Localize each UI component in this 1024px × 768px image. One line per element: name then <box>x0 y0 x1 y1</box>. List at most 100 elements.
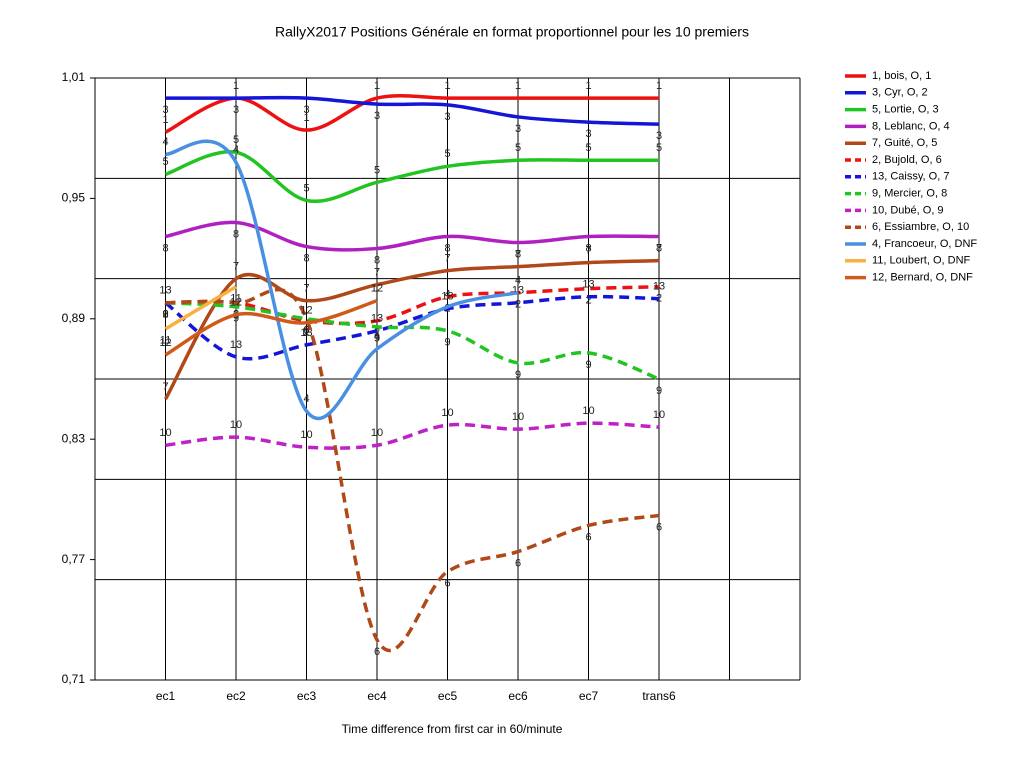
legend-label: 7, Guité, O, 5 <box>872 137 937 149</box>
point-label: 3 <box>233 104 239 116</box>
point-label: 7 <box>585 245 591 257</box>
point-label: 5 <box>656 142 662 154</box>
legend-label: 11, Loubert, O, DNF <box>872 255 971 267</box>
point-label: 12 <box>300 305 312 317</box>
y-tick-label: 0,95 <box>62 191 86 205</box>
point-label: 9 <box>233 313 239 325</box>
point-label: 3 <box>515 123 521 135</box>
point-label: 6 <box>515 557 521 569</box>
point-label: 10 <box>653 409 665 421</box>
point-label: 13 <box>441 291 453 303</box>
legend-label: 13, Caissy, O, 7 <box>872 171 949 183</box>
legend-label: 3, Cyr, O, 2 <box>872 87 928 99</box>
point-label: 1 <box>374 80 380 92</box>
x-tick-label: ec7 <box>579 689 599 703</box>
point-label: 1 <box>444 80 450 92</box>
series-line <box>164 299 378 357</box>
point-label: 1 <box>162 114 168 126</box>
point-label: 8 <box>374 254 380 266</box>
y-tick-label: 0,89 <box>62 311 86 325</box>
point-label: 11 <box>230 293 241 305</box>
point-label: 6 <box>444 578 450 590</box>
point-label: 10 <box>300 429 312 441</box>
series-line <box>165 220 660 252</box>
y-tick-label: 1,01 <box>62 70 86 84</box>
point-label: 4 <box>374 331 380 343</box>
point-label: 1 <box>515 80 521 92</box>
x-tick-label: trans6 <box>642 689 676 703</box>
series-line <box>164 285 237 331</box>
point-label: 4 <box>162 136 168 148</box>
legend-label: 4, Francoeur, O, DNF <box>872 238 977 250</box>
point-label: 9 <box>303 325 309 337</box>
legend-label: 2, Bujold, O, 6 <box>872 154 942 166</box>
point-label: 9 <box>585 359 591 371</box>
x-tick-label: ec4 <box>367 689 387 703</box>
point-label: 3 <box>374 110 380 122</box>
point-label: 1 <box>656 80 662 92</box>
point-label: 7 <box>656 243 662 255</box>
series-line <box>164 294 660 361</box>
point-label: 9 <box>656 385 662 397</box>
point-label: 6 <box>303 325 309 337</box>
point-label: 7 <box>233 261 239 273</box>
point-label: 8 <box>585 242 591 254</box>
point-label: 5 <box>515 142 521 154</box>
x-tick-label: ec3 <box>297 689 317 703</box>
point-label: 11 <box>160 335 171 347</box>
x-tick-label: ec2 <box>226 689 246 703</box>
point-label: 3 <box>585 128 591 140</box>
point-label: 3 <box>162 104 168 116</box>
point-label: 7 <box>303 283 309 295</box>
point-label: 12 <box>371 283 383 295</box>
point-label: 8 <box>303 252 309 264</box>
point-label: 12 <box>230 297 242 309</box>
point-label: 4 <box>233 144 239 156</box>
point-label: 1 <box>233 80 239 92</box>
point-label: 10 <box>230 419 242 431</box>
point-label: 9 <box>444 337 450 349</box>
legend-label: 8, Leblanc, O, 4 <box>872 120 950 132</box>
point-label: 13 <box>371 313 383 325</box>
point-label: 13 <box>653 281 665 293</box>
legend-label: 5, Lortie, O, 3 <box>872 104 939 116</box>
point-label: 6 <box>162 309 168 321</box>
point-label: 5 <box>303 182 309 194</box>
x-tick-label: ec5 <box>438 689 458 703</box>
point-label: 7 <box>444 253 450 265</box>
point-label: 5 <box>585 142 591 154</box>
point-label: 12 <box>159 337 171 349</box>
point-label: 3 <box>444 111 450 123</box>
point-label: 10 <box>582 405 594 417</box>
point-label: 13 <box>230 339 242 351</box>
point-label: 3 <box>656 130 662 142</box>
point-label: 10 <box>159 427 171 439</box>
series-line <box>165 95 660 126</box>
point-label: 2 <box>515 299 521 311</box>
series-line <box>165 287 660 652</box>
point-label: 6 <box>656 521 662 533</box>
point-label: 1 <box>585 80 591 92</box>
point-label: 8 <box>444 242 450 254</box>
point-label: 1 <box>303 112 309 124</box>
legend-label: 1, bois, O, 1 <box>872 70 931 82</box>
point-label: 7 <box>374 267 380 279</box>
point-label: 9 <box>515 369 521 381</box>
legend-label: 12, Bernard, O, DNF <box>872 272 973 284</box>
point-label: 8 <box>656 242 662 254</box>
series-line <box>165 284 660 326</box>
point-label: 6 <box>374 646 380 658</box>
point-label: 8 <box>162 242 168 254</box>
point-label: 13 <box>159 285 171 297</box>
series-line <box>163 258 660 400</box>
series-line <box>165 421 660 450</box>
legend-label: 10, Dubé, O, 9 <box>872 204 944 216</box>
point-label: 5 <box>162 156 168 168</box>
y-tick-label: 0,83 <box>62 431 86 445</box>
point-label: 5 <box>374 164 380 176</box>
legend-label: 9, Mercier, O, 8 <box>872 188 947 200</box>
x-axis-label: Time difference from first car in 60/min… <box>342 722 563 736</box>
point-label: 4 <box>303 393 309 405</box>
point-label: 3 <box>303 104 309 116</box>
